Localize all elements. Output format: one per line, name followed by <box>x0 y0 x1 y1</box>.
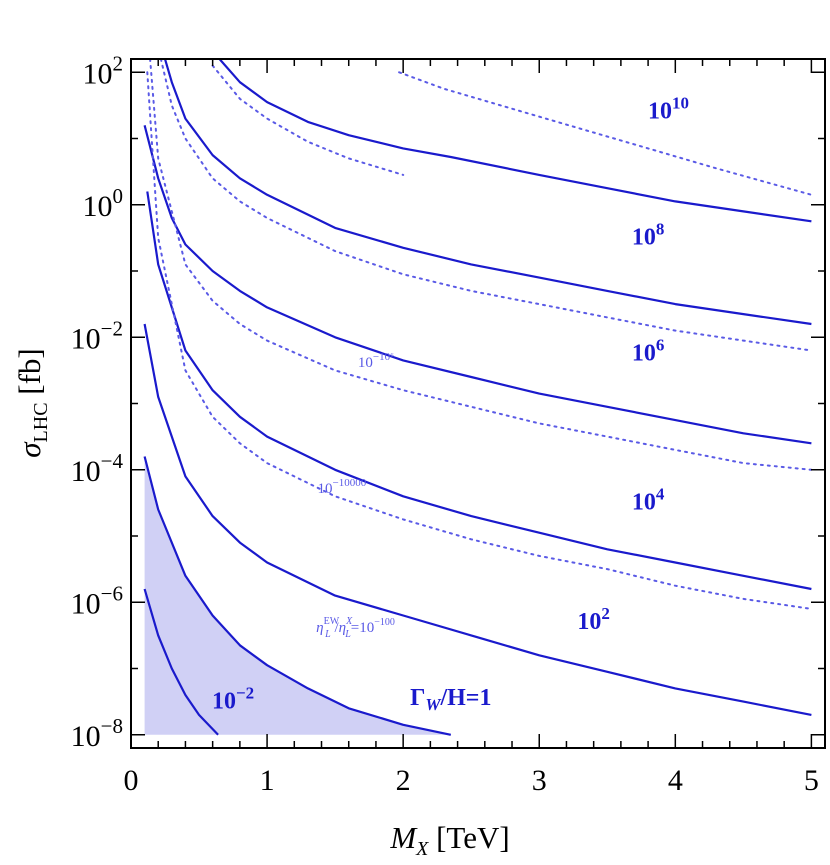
curve-label: 104 <box>632 485 665 516</box>
curve-labels: 1010 108 106 104 102 10−2 ΓW/H=1 ηEW L /ηX L=10−1… <box>212 94 689 715</box>
x-tick-label: 3 <box>532 764 547 797</box>
dotted-curve-10 <box>211 64 405 176</box>
dotted-curve-8 <box>149 59 813 471</box>
curve-label: 10−10⁶ <box>358 351 394 371</box>
curve-label: 106 <box>632 335 665 366</box>
dotted-curve-9 <box>159 59 813 352</box>
solid-curve-5 <box>163 59 812 326</box>
solid-curve-3 <box>146 191 812 591</box>
y-tick-label: 10−8 <box>71 714 123 753</box>
y-tick-label: 102 <box>83 51 124 90</box>
curve-label: 108 <box>632 220 665 251</box>
x-tick-label: 5 <box>804 764 819 797</box>
x-tick-label: 2 <box>396 764 411 797</box>
dotted-curve-11 <box>398 71 813 196</box>
y-tick-label: 10−4 <box>71 449 124 488</box>
y-tick-label: 10−6 <box>71 581 123 620</box>
x-tick-label: 1 <box>260 764 275 797</box>
x-tick-label: 4 <box>668 764 683 797</box>
solid-curve-6 <box>218 59 812 223</box>
dotted-curve-7 <box>146 71 813 610</box>
solid-curve-0 <box>143 588 219 736</box>
y-axis-title: σLHC [fb] <box>12 348 52 458</box>
y-tick-label: 10−2 <box>71 316 123 355</box>
curve-label: ηEW L /ηX L=10−100 <box>316 616 395 640</box>
solid-curve-2 <box>143 323 812 716</box>
shaded-region <box>144 456 451 735</box>
plot-area <box>143 59 813 736</box>
curve-label: 1010 <box>648 94 689 125</box>
plot-frame <box>130 58 826 749</box>
x-tick-label: 0 <box>124 764 139 797</box>
curve-label: 10−2 <box>212 683 254 714</box>
axis-ticks: 0 1 2 3 4 5 102 100 10−2 10−4 10−6 10−8 <box>71 51 825 797</box>
curve-label: 102 <box>577 604 610 635</box>
solid-curve-4 <box>143 125 812 445</box>
x-axis-title: MX [TeV] <box>389 820 509 860</box>
y-tick-label: 100 <box>83 184 124 223</box>
curve-label: 10−10000 <box>318 477 367 497</box>
curve-label: ΓW/H=1 <box>410 685 491 714</box>
solid-curve-1 <box>143 456 452 736</box>
